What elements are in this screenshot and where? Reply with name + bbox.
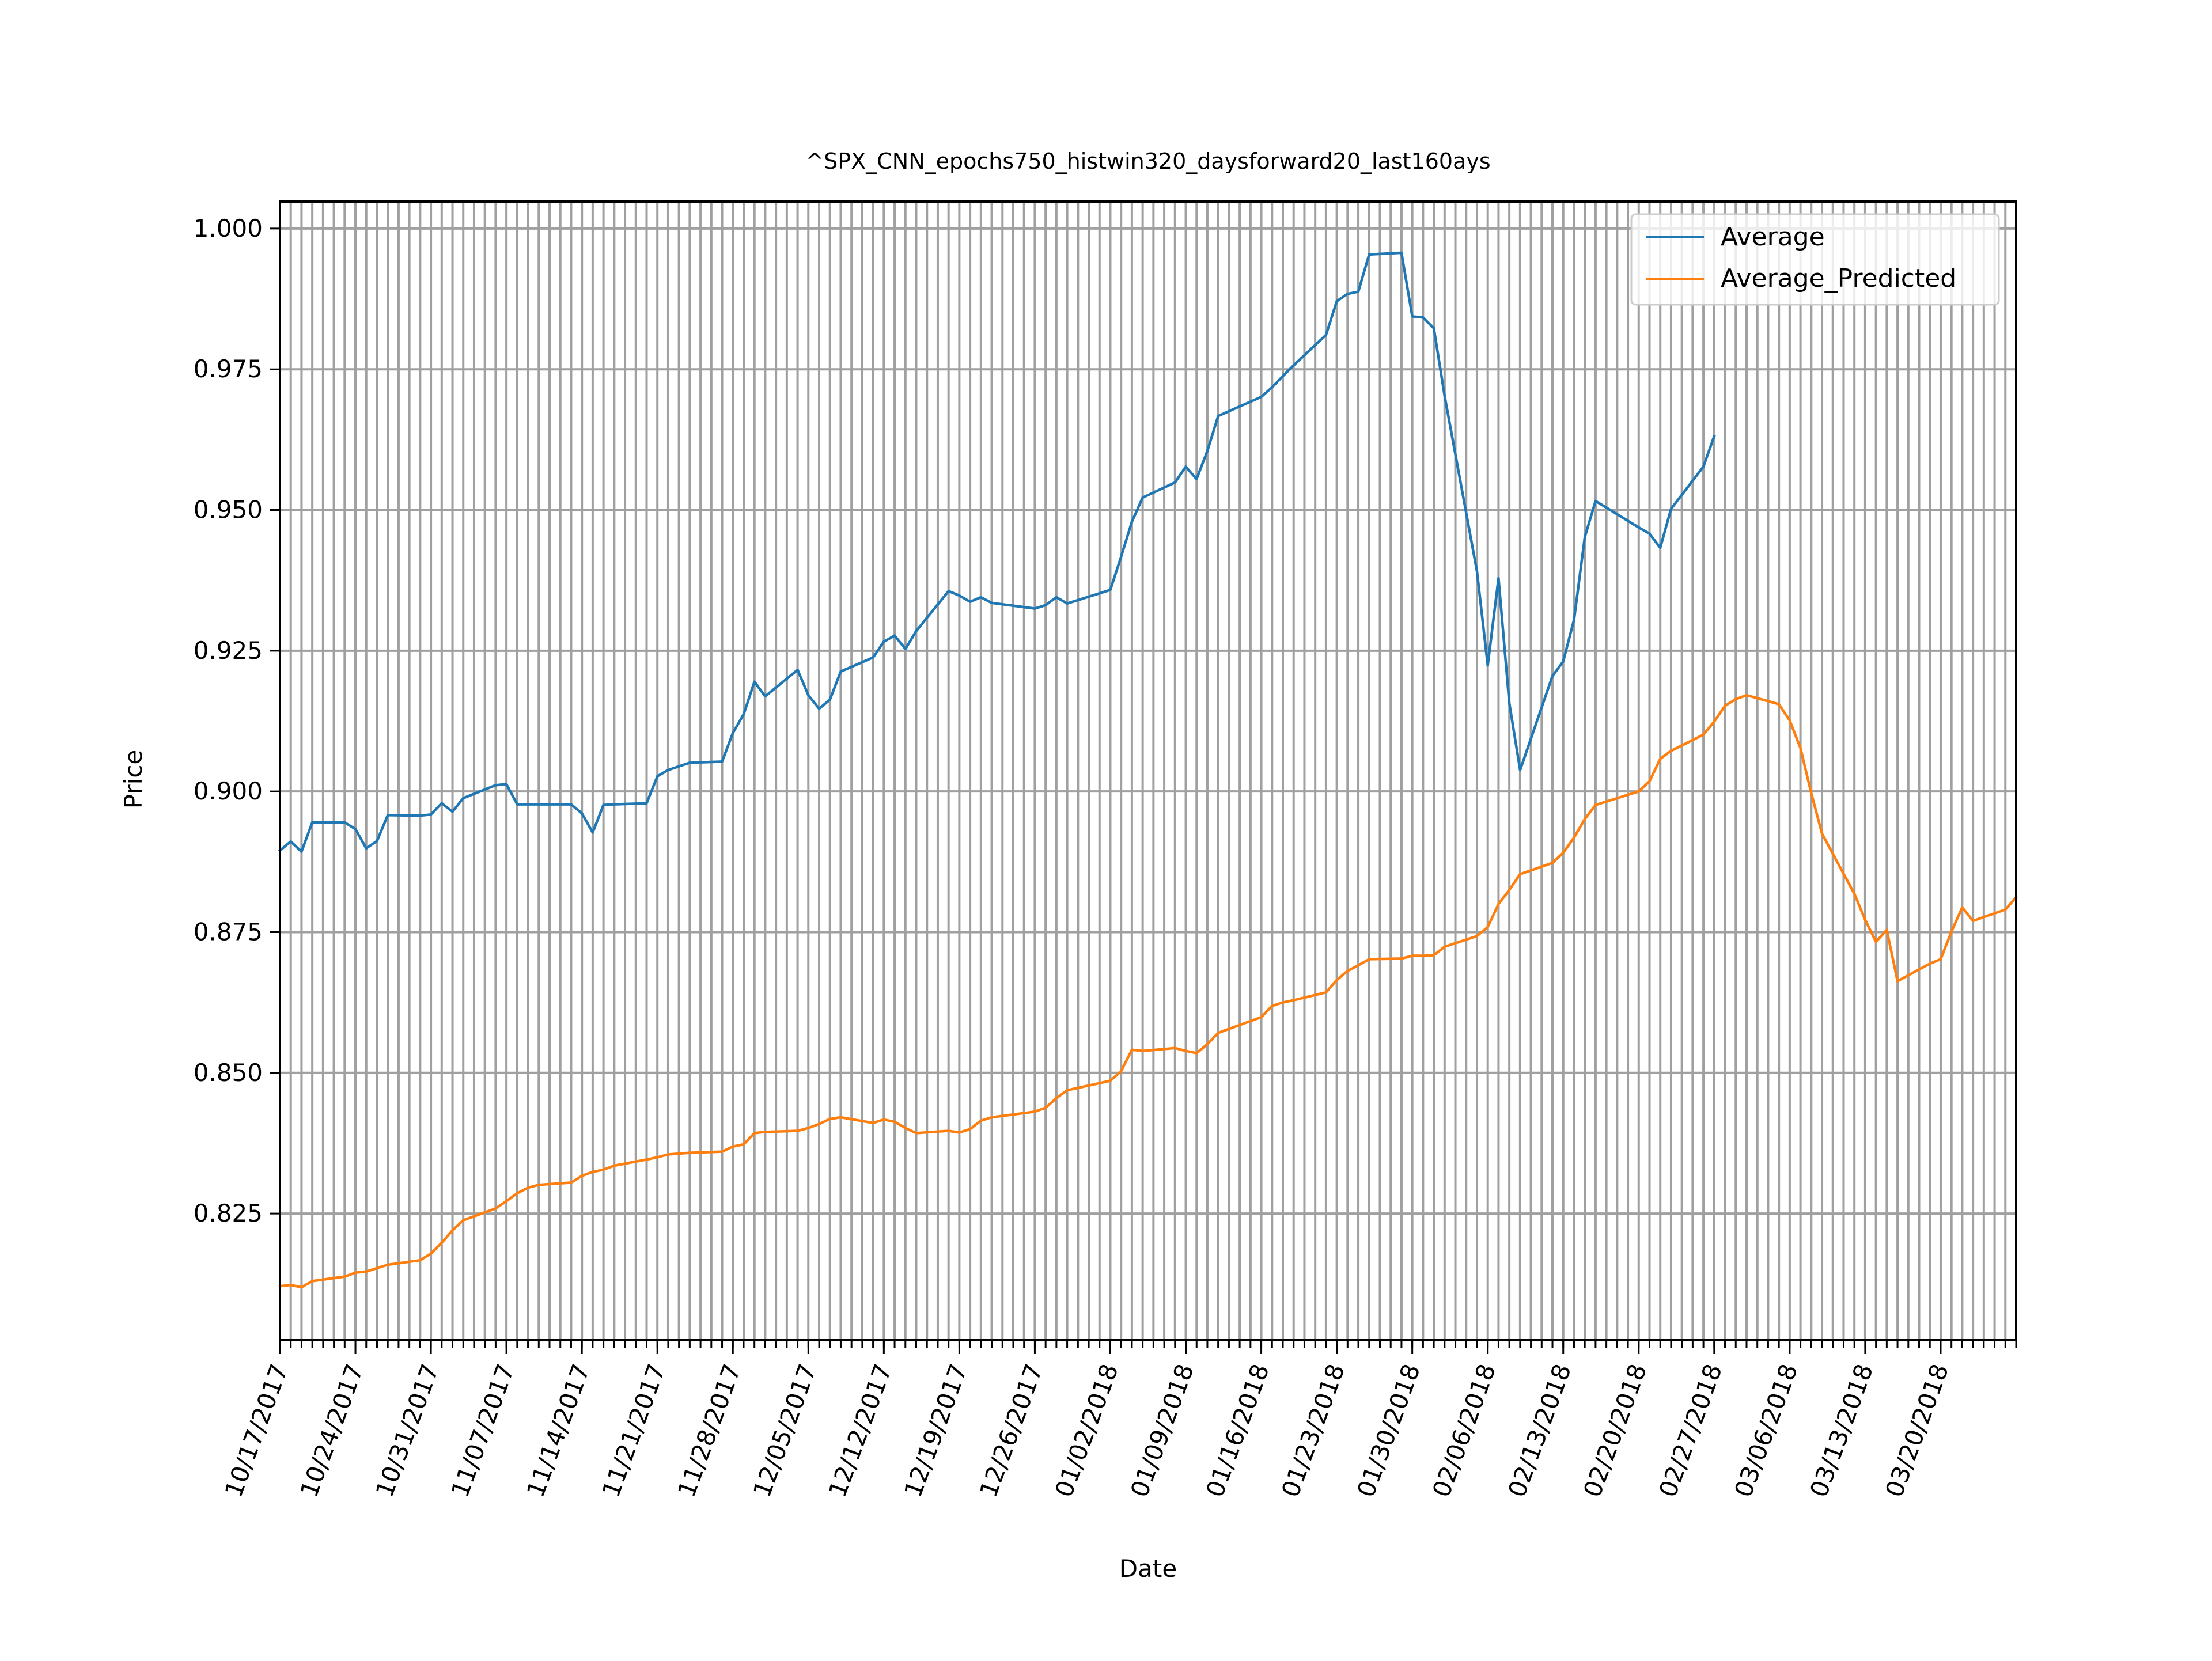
plot-frame xyxy=(279,200,2017,1341)
legend-box xyxy=(1630,213,2000,306)
grid-lines xyxy=(279,202,2017,1340)
y-tick-label: 0.975 xyxy=(194,355,263,383)
series-average-line xyxy=(278,251,1716,853)
y-tick-label: 0.825 xyxy=(194,1199,263,1227)
x-axis-title: Date xyxy=(1119,1554,1177,1583)
y-tick-label: 0.850 xyxy=(194,1059,263,1087)
y-tick-label: 0.925 xyxy=(194,636,263,665)
y-axis-title: Price xyxy=(119,750,147,809)
series-lines xyxy=(278,251,2018,1289)
y-tick-label: 0.950 xyxy=(194,496,263,524)
chart-title: ^SPX_CNN_epochs750_histwin320_daysforwar… xyxy=(805,149,1490,174)
legend-label-average-predicted: Average_Predicted xyxy=(1721,264,1956,293)
y-tick-label: 0.875 xyxy=(194,917,263,946)
y-tick-label: 0.900 xyxy=(194,777,263,805)
legend: Average Average_Predicted xyxy=(1630,213,2000,306)
y-tick-label: 1.000 xyxy=(194,214,263,242)
series-average-predicted-line xyxy=(278,693,2018,1289)
axes xyxy=(279,200,2017,1341)
legend-label-average: Average xyxy=(1721,222,1825,252)
